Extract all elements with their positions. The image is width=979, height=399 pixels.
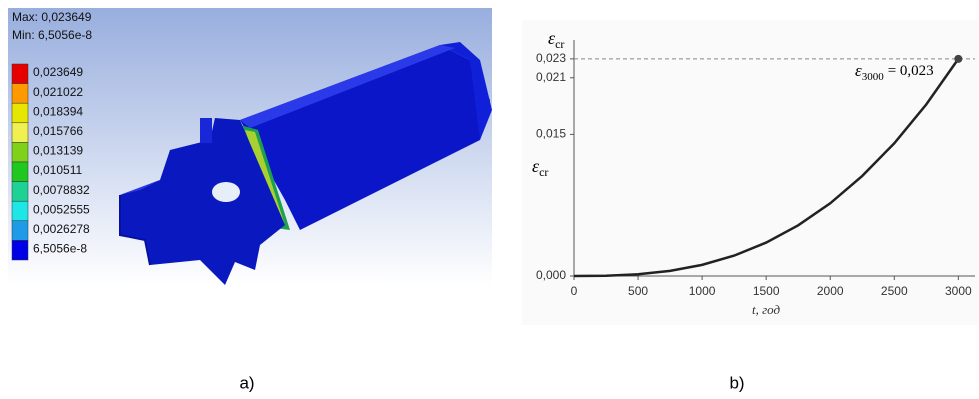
legend-label: 0,018394 [33,104,83,118]
y-label-sub: cr [555,37,564,51]
contour-panel: Max: 0,023649 Min: 6,5056e-8 0,023649 0,0… [8,8,492,286]
legend-label: 0,021022 [33,85,83,99]
legend-swatch [12,123,28,143]
legend-label: 0,010511 [33,163,82,177]
caption-b: b) [729,373,744,392]
legend-label: 6,5056e-8 [33,242,87,256]
y-tick-label: 0,023 [536,51,566,65]
x-axis-label: t, год [752,302,781,317]
legend-swatch [12,221,28,241]
legend-swatch [12,162,28,182]
legend-label: 0,0078832 [33,183,90,197]
y-tick-label: 0,015 [536,127,566,141]
legend-swatch [12,64,28,84]
legend-swatch [12,240,28,260]
annotation-text: = 0,023 [888,63,934,79]
creep-chart: εcr εcr t, год ε3000= 0,023 0,0000,0150,… [522,20,978,325]
legend-swatch [12,84,28,104]
legend-swatch [12,201,28,221]
annotation-sub: 3000 [862,71,885,83]
caption-a: a) [239,373,254,392]
legend-swatch [12,103,28,123]
y-tick-label: 0,000 [536,268,566,282]
x-tick-label: 0 [571,284,578,298]
x-tick-label: 2500 [881,284,908,298]
legend-label: 0,013139 [33,144,83,158]
legend-swatch [12,142,28,162]
x-tick-label: 1000 [689,284,716,298]
legend-label: 0,0052555 [33,202,90,216]
x-tick-label: 2000 [817,284,844,298]
end-point [954,55,962,63]
max-label: Max: 0,023649 [12,10,92,24]
min-label: Min: 6,5056e-8 [12,28,92,42]
legend-label: 0,015766 [33,124,83,138]
y-tick-label: 0,021 [536,70,566,84]
x-tick-label: 1500 [753,284,780,298]
y-label-sub: cr [539,165,548,179]
legend-label: 0,023649 [33,65,83,79]
figure: Max: 0,023649 Min: 6,5056e-8 0,023649 0,0… [0,0,979,394]
legend-label: 0,0026278 [33,222,90,236]
legend-swatch [12,182,28,202]
x-tick-label: 3000 [945,284,972,298]
x-tick-label: 500 [628,284,648,298]
